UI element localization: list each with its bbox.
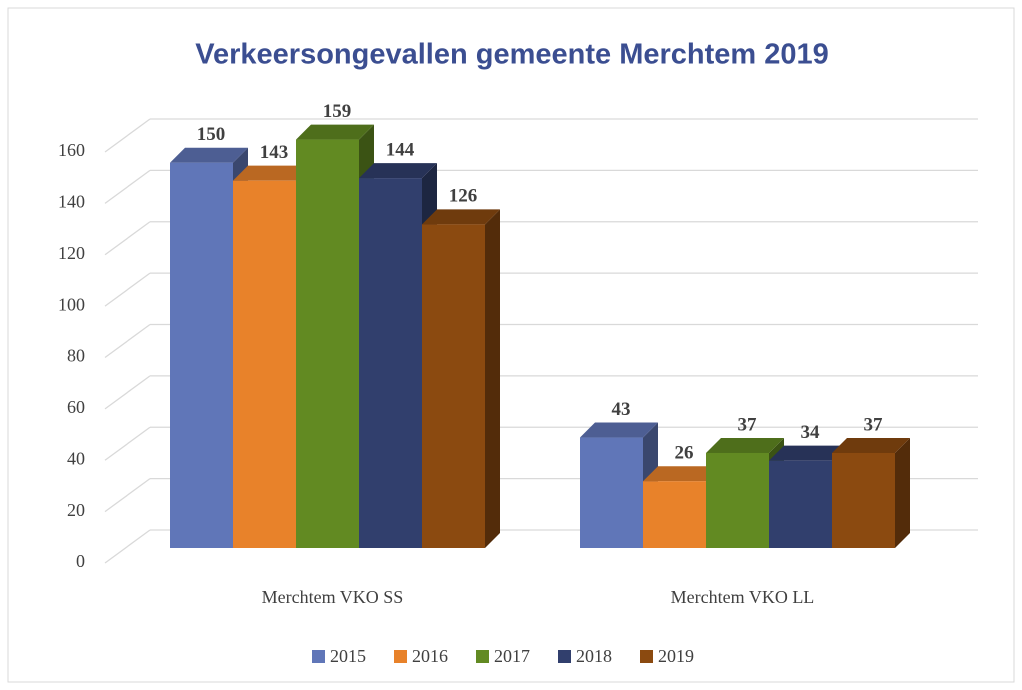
grid-line bbox=[104, 169, 151, 204]
data-label: 26 bbox=[675, 443, 694, 464]
bar-top bbox=[233, 165, 311, 181]
grid-line bbox=[104, 478, 151, 513]
bar-top bbox=[832, 437, 910, 453]
data-label: 37 bbox=[864, 414, 884, 435]
bar-top bbox=[359, 163, 437, 179]
bar bbox=[359, 178, 422, 548]
bar bbox=[580, 437, 643, 548]
legend-swatch bbox=[476, 650, 489, 663]
grid-line bbox=[104, 221, 151, 256]
y-tick-label: 40 bbox=[67, 448, 85, 468]
legend-swatch bbox=[312, 650, 325, 663]
bar bbox=[769, 460, 832, 548]
data-label: 37 bbox=[738, 414, 758, 435]
legend-swatch bbox=[640, 650, 653, 663]
data-label: 143 bbox=[260, 142, 289, 163]
grid-line bbox=[104, 375, 151, 410]
grid-line bbox=[104, 272, 151, 307]
grid-line bbox=[104, 323, 151, 359]
bar-top bbox=[580, 422, 658, 438]
bar bbox=[233, 180, 296, 548]
x-tick-label: Merchtem VKO SS bbox=[262, 587, 404, 607]
bar-top bbox=[296, 124, 374, 140]
bar bbox=[832, 452, 895, 548]
grid-line bbox=[104, 118, 151, 153]
bar-top bbox=[769, 445, 847, 461]
data-label: 150 bbox=[197, 124, 226, 145]
bar-top bbox=[643, 466, 721, 482]
y-tick-label: 160 bbox=[58, 140, 85, 160]
bar bbox=[422, 224, 485, 548]
grid-line bbox=[104, 426, 151, 461]
bar bbox=[296, 139, 359, 548]
legend-label: 2017 bbox=[494, 646, 530, 666]
bar-side bbox=[485, 209, 500, 548]
bar-top bbox=[422, 209, 500, 225]
bar bbox=[170, 162, 233, 548]
chart-title: Verkeersongevallen gemeente Merchtem 201… bbox=[195, 39, 829, 71]
x-tick-label: Merchtem VKO LL bbox=[671, 587, 815, 607]
bar bbox=[643, 481, 706, 548]
legend-label: 2019 bbox=[658, 646, 694, 666]
data-label: 34 bbox=[801, 422, 821, 443]
y-tick-label: 20 bbox=[67, 500, 85, 520]
grid-line bbox=[104, 529, 151, 564]
legend-swatch bbox=[558, 650, 571, 663]
legend-label: 2018 bbox=[576, 646, 612, 666]
legend-swatch bbox=[394, 650, 407, 663]
legend-label: 2015 bbox=[330, 646, 366, 666]
legend-label: 2016 bbox=[412, 646, 448, 666]
y-tick-label: 100 bbox=[58, 294, 85, 314]
data-label: 144 bbox=[386, 139, 415, 160]
data-label: 126 bbox=[449, 186, 478, 207]
y-tick-label: 0 bbox=[76, 551, 85, 571]
data-label: 43 bbox=[612, 399, 631, 420]
y-tick-label: 120 bbox=[58, 243, 85, 263]
y-tick-label: 80 bbox=[67, 346, 85, 366]
y-tick-label: 140 bbox=[58, 192, 85, 212]
data-label: 159 bbox=[323, 101, 352, 122]
chart-frame bbox=[7, 7, 1015, 683]
bar-top bbox=[170, 147, 248, 163]
y-tick-label: 60 bbox=[67, 397, 85, 417]
bar-side bbox=[895, 437, 910, 548]
bar-top bbox=[706, 437, 784, 453]
bar bbox=[706, 452, 769, 548]
